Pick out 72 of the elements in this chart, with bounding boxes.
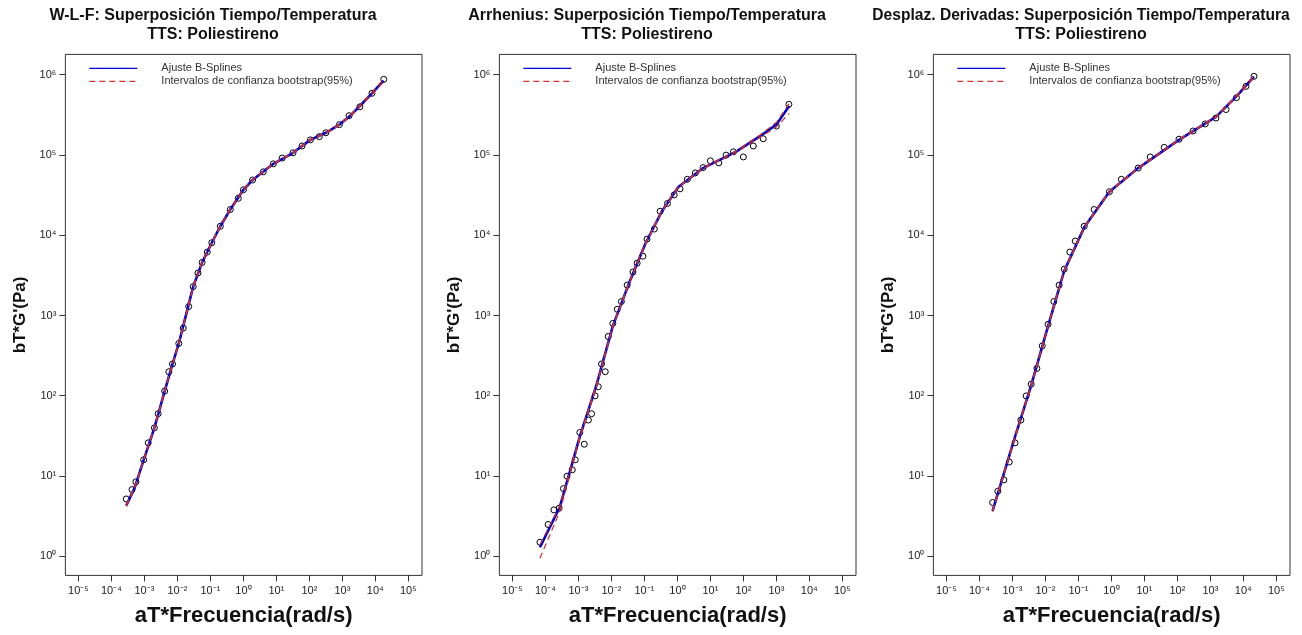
- y-axis-title: bT*G'(Pa): [9, 276, 29, 354]
- x-tick-label: 10⁻⁴: [534, 584, 557, 597]
- x-tick-label: 10⁵: [1267, 584, 1285, 597]
- y-tick-label: 10²: [474, 388, 491, 401]
- legend-label: Intervalos de confianza bootstrap(95%): [1029, 74, 1221, 87]
- y-tick-label: 10⁴: [907, 228, 925, 241]
- x-tick-label: 10⁻³: [1002, 584, 1023, 597]
- x-tick-label: 10⁴: [800, 584, 819, 597]
- x-tick-label: 10⁻²: [1035, 584, 1056, 597]
- y-tick-label: 10⁶: [907, 67, 925, 80]
- y-tick-label: 10⁴: [39, 228, 57, 241]
- y-tick-label: 10⁵: [907, 148, 925, 161]
- x-tick-label: 10²: [301, 584, 318, 597]
- y-tick-label: 10⁰: [908, 549, 925, 562]
- x-tick-label: 10³: [1202, 584, 1219, 597]
- y-tick-label: 10⁵: [473, 148, 491, 161]
- x-tick-label: 10³: [768, 584, 785, 597]
- y-tick-label: 10¹: [908, 469, 925, 482]
- x-tick-label: 10⁵: [833, 584, 851, 597]
- y-axis-title: bT*G'(Pa): [443, 276, 463, 354]
- chart-title: Arrhenius: Superposición Tiempo/Temperatura: [468, 6, 826, 24]
- y-tick-label: 10²: [40, 388, 57, 401]
- y-tick-label: 10⁰: [40, 549, 57, 562]
- x-tick-label: 10⁻¹: [634, 584, 655, 597]
- x-tick-label: 10⁻³: [568, 584, 589, 597]
- y-tick-label: 10⁶: [39, 67, 57, 80]
- x-axis-title: aT*Frecuencia(rad/s): [1002, 601, 1221, 627]
- y-axis-title: bT*G'(Pa): [877, 276, 897, 354]
- x-tick-label: 10⁻⁵: [68, 584, 89, 597]
- x-tick-label: 10⁰: [235, 584, 252, 597]
- y-tick-label: 10⁶: [473, 67, 491, 80]
- y-tick-label: 10²: [908, 388, 925, 401]
- x-tick-label: 10⁴: [1234, 584, 1253, 597]
- x-tick-label: 10¹: [702, 584, 719, 597]
- legend-label: Ajuste B-Splines: [595, 61, 677, 74]
- x-tick-label: 10⁵: [399, 584, 417, 597]
- x-tick-label: 10²: [735, 584, 752, 597]
- y-tick-label: 10¹: [40, 469, 57, 482]
- x-tick-label: 10⁻¹: [1068, 584, 1089, 597]
- chart-subtitle: TTS: Poliestireno: [1015, 25, 1148, 43]
- y-tick-label: 10¹: [474, 469, 491, 482]
- x-tick-label: 10⁻⁴: [968, 584, 991, 597]
- x-tick-label: 10⁻¹: [200, 584, 221, 597]
- y-tick-label: 10³: [474, 308, 491, 321]
- x-tick-label: 10⁻⁵: [502, 584, 523, 597]
- chart-subtitle: TTS: Poliestireno: [581, 25, 714, 43]
- x-tick-label: 10²: [1169, 584, 1186, 597]
- x-tick-label: 10⁰: [1103, 584, 1120, 597]
- legend-label: Ajuste B-Splines: [1029, 61, 1111, 74]
- legend-label: Intervalos de confianza bootstrap(95%): [161, 74, 353, 87]
- y-tick-label: 10⁰: [474, 549, 491, 562]
- y-tick-label: 10³: [40, 308, 57, 321]
- y-tick-label: 10³: [908, 308, 925, 321]
- y-tick-label: 10⁵: [39, 148, 57, 161]
- y-tick-label: 10⁴: [473, 228, 491, 241]
- x-tick-label: 10⁰: [669, 584, 686, 597]
- x-tick-label: 10⁻²: [601, 584, 622, 597]
- chart-title: Desplaz. Derivadas: Superposición Tiempo/Temperatura: [872, 5, 1290, 24]
- x-tick-label: 10⁻⁴: [100, 584, 123, 597]
- chart-subtitle: TTS: Poliestireno: [147, 25, 280, 43]
- x-tick-label: 10⁻²: [167, 584, 188, 597]
- legend-label: Ajuste B-Splines: [161, 61, 243, 74]
- x-tick-label: 10¹: [1136, 584, 1153, 597]
- x-tick-label: 10⁻⁵: [936, 584, 957, 597]
- x-axis-title: aT*Frecuencia(rad/s): [568, 601, 787, 627]
- x-tick-label: 10⁴: [366, 584, 385, 597]
- legend-label: Intervalos de confianza bootstrap(95%): [595, 74, 787, 87]
- chart-title: W-L-F: Superposición Tiempo/Temperatura: [49, 6, 377, 24]
- x-tick-label: 10¹: [268, 584, 285, 597]
- x-tick-label: 10³: [334, 584, 351, 597]
- x-tick-label: 10⁻³: [134, 584, 155, 597]
- x-axis-title: aT*Frecuencia(rad/s): [134, 601, 353, 627]
